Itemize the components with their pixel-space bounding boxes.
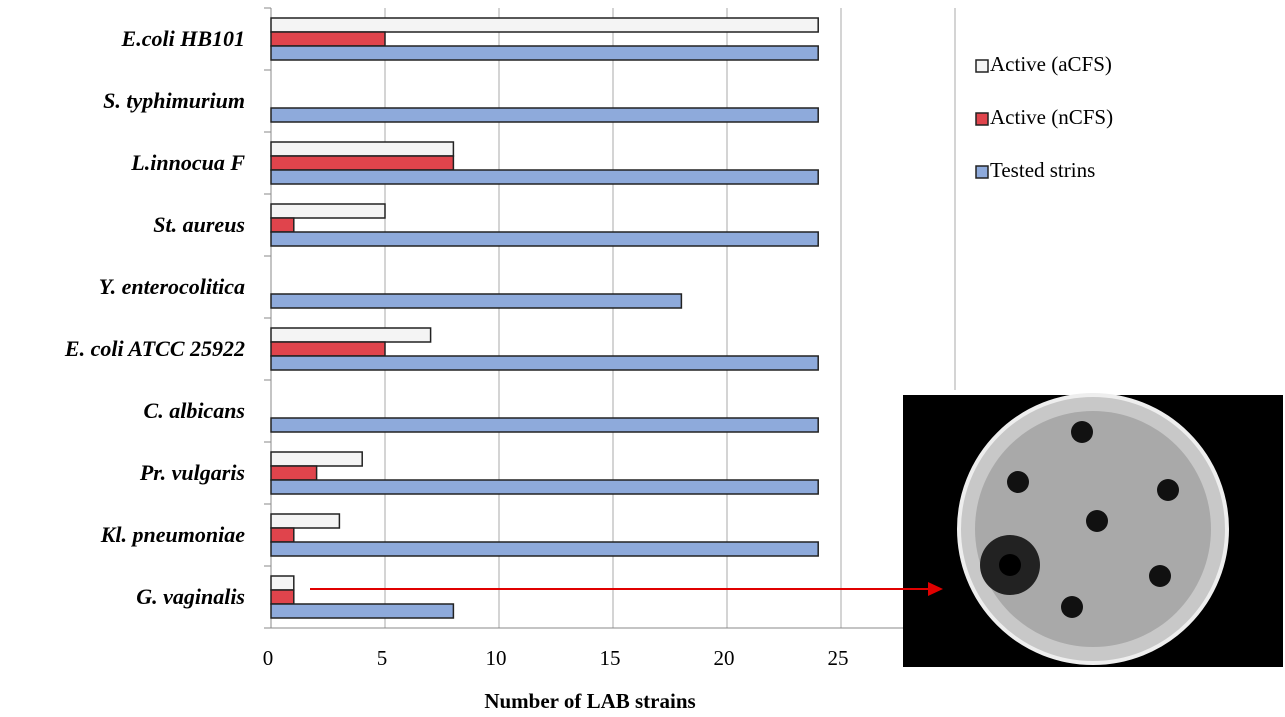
bar — [271, 108, 818, 122]
x-tick-label: 5 — [377, 646, 388, 670]
bar — [271, 480, 818, 494]
x-tick-label: 0 — [263, 646, 274, 670]
bar — [271, 528, 294, 542]
x-tick-label: 10 — [486, 646, 507, 670]
category-label: St. aureus — [153, 212, 245, 237]
bar — [271, 514, 339, 528]
bar — [271, 328, 431, 342]
category-label: Y. enterocolitica — [99, 274, 245, 299]
category-label: L.innocua F — [130, 150, 245, 175]
x-tick-label: 25 — [828, 646, 849, 670]
legend-swatch — [976, 166, 988, 178]
bar — [271, 590, 294, 604]
bar — [271, 356, 818, 370]
bar — [271, 204, 385, 218]
bar — [271, 418, 818, 432]
bar — [271, 46, 818, 60]
category-label: S. typhimurium — [103, 88, 245, 113]
category-label: C. albicans — [144, 398, 245, 423]
bar — [271, 466, 317, 480]
legend-swatch — [976, 113, 988, 125]
legend-label: Tested strins — [990, 158, 1095, 182]
arrow — [310, 582, 943, 596]
legend-swatch — [976, 60, 988, 72]
bar — [271, 294, 681, 308]
legend: Active (aCFS) Active (nCFS) Tested strins — [976, 52, 1113, 182]
bar — [271, 32, 385, 46]
x-tick-label: 15 — [600, 646, 621, 670]
category-label: Kl. pneumoniae — [100, 522, 245, 547]
chart: Number of LAB strains 0 5 10 15 20 25 E.coli H… — [0, 0, 1285, 717]
plot-area: 0 5 10 15 20 25 E.coli HB101 S. typhimurium L.in… — [64, 8, 955, 670]
legend-label: Active (nCFS) — [990, 105, 1113, 129]
petri-dish-photo — [903, 395, 1283, 667]
bar — [271, 170, 818, 184]
bar — [271, 542, 818, 556]
legend-label: Active (aCFS) — [990, 52, 1112, 76]
bar — [271, 156, 453, 170]
bar — [271, 218, 294, 232]
category-label: G. vaginalis — [136, 584, 245, 609]
bar — [271, 18, 818, 32]
x-tick-label: 20 — [714, 646, 735, 670]
category-label: E. coli ATCC 25922 — [64, 336, 245, 361]
bar — [271, 232, 818, 246]
page: {"chart_data": {"type": "bar", "orientat… — [0, 0, 1285, 717]
bar — [271, 342, 385, 356]
category-label: E.coli HB101 — [121, 26, 245, 51]
x-axis-title: Number of LAB strains — [484, 689, 695, 713]
bar — [271, 576, 294, 590]
category-label: Pr. vulgaris — [139, 460, 245, 485]
bar — [271, 604, 453, 618]
bar — [271, 142, 453, 156]
bar — [271, 452, 362, 466]
